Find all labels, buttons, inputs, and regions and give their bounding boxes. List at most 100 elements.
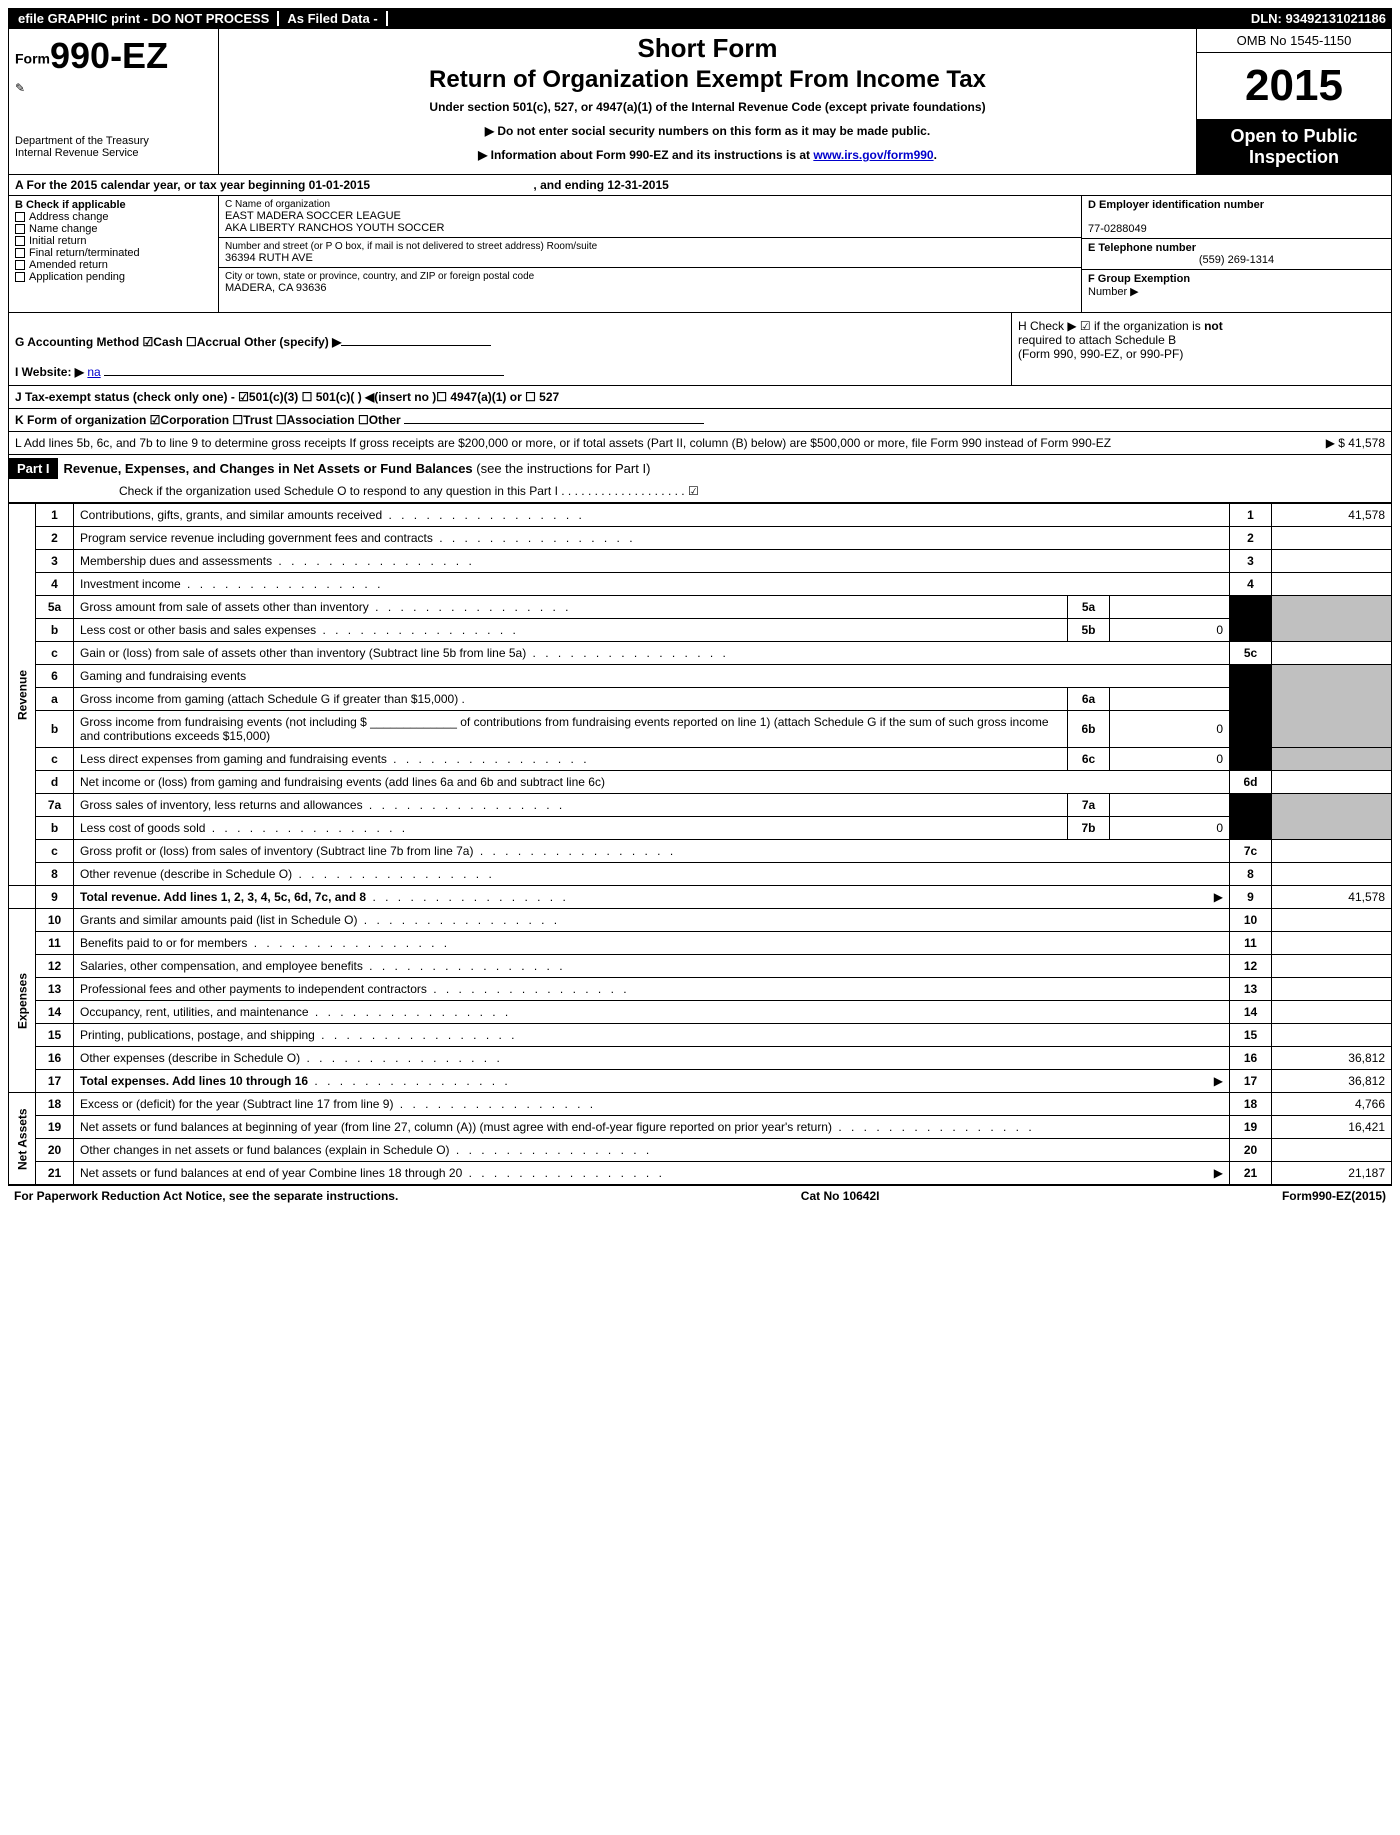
l5b-t: Less cost or other basis and sales expen… <box>74 619 1068 642</box>
l12-amt <box>1272 955 1392 978</box>
tax-year: 2015 <box>1197 53 1391 120</box>
top-bar: efile GRAPHIC print - DO NOT PROCESS As … <box>8 8 1392 29</box>
l5b-n: b <box>36 619 74 642</box>
line-l-amt: ▶ $ 41,578 <box>1326 436 1385 450</box>
part1-title2: (see the instructions for Part I) <box>476 461 650 476</box>
l6b-t: Gross income from fundraising events (no… <box>74 711 1068 748</box>
l1-amt: 41,578 <box>1272 504 1392 527</box>
l21-box: 21 <box>1230 1162 1272 1185</box>
footer: For Paperwork Reduction Act Notice, see … <box>8 1185 1392 1206</box>
l5a-box: 5a <box>1068 596 1110 619</box>
l19-box: 19 <box>1230 1116 1272 1139</box>
l6d-amt <box>1272 771 1392 794</box>
l18-amt: 4,766 <box>1272 1093 1392 1116</box>
l5a-t: Gross amount from sale of assets other t… <box>74 596 1068 619</box>
l6b-n: b <box>36 711 74 748</box>
l3-box: 3 <box>1230 550 1272 573</box>
form-prefix: Form <box>15 50 50 66</box>
part1-table: Revenue 1 Contributions, gifts, grants, … <box>8 503 1392 1185</box>
l16-t: Other expenses (describe in Schedule O) <box>74 1047 1230 1070</box>
l14-n: 14 <box>36 1001 74 1024</box>
line-j-text: J Tax-exempt status (check only one) - ☑… <box>15 390 559 404</box>
d-label: D Employer identification number <box>1088 199 1264 211</box>
l12-t: Salaries, other compensation, and employ… <box>74 955 1230 978</box>
l15-n: 15 <box>36 1024 74 1047</box>
efile-label: efile GRAPHIC print - DO NOT PROCESS <box>14 11 279 26</box>
irs-link[interactable]: www.irs.gov/form990 <box>813 148 933 162</box>
website-link[interactable]: na <box>87 365 100 379</box>
l6c-amt: 0 <box>1110 748 1230 771</box>
dept-treasury: Department of the Treasury <box>15 135 212 147</box>
l2-t: Program service revenue including govern… <box>74 527 1230 550</box>
l1-box: 1 <box>1230 504 1272 527</box>
e-label: E Telephone number <box>1088 242 1196 254</box>
l6-t: Gaming and fundraising events <box>74 665 1230 688</box>
line-h2: required to attach Schedule B <box>1018 333 1176 347</box>
arrow-line-1: ▶ Do not enter social security numbers o… <box>229 124 1186 138</box>
c-street-v: 36394 RUTH AVE <box>225 252 1075 264</box>
netassets-vlabel: Net Assets <box>9 1093 36 1185</box>
l15-t: Printing, publications, postage, and shi… <box>74 1024 1230 1047</box>
inspection-1: Open to Public <box>1201 126 1387 147</box>
l18-n: 18 <box>36 1093 74 1116</box>
l1-t: Contributions, gifts, grants, and simila… <box>74 504 1230 527</box>
line-l: L Add lines 5b, 6c, and 7b to line 9 to … <box>8 432 1392 455</box>
chk-initial[interactable] <box>15 236 25 246</box>
line-i-pre: I Website: ▶ <box>15 365 87 379</box>
l6-n: 6 <box>36 665 74 688</box>
l7a-t: Gross sales of inventory, less returns a… <box>74 794 1068 817</box>
l11-t: Benefits paid to or for members <box>74 932 1230 955</box>
row-a-end: 12-31-2015 <box>607 178 668 192</box>
chk-amended-label: Amended return <box>29 259 108 271</box>
row-a-pre: A For the 2015 calendar year, or tax yea… <box>15 178 309 192</box>
l5b-amt: 0 <box>1110 619 1230 642</box>
l7c-box: 7c <box>1230 840 1272 863</box>
l5c-box: 5c <box>1230 642 1272 665</box>
line-h3: (Form 990, 990-EZ, or 990-PF) <box>1018 347 1183 361</box>
l20-n: 20 <box>36 1139 74 1162</box>
l11-n: 11 <box>36 932 74 955</box>
l5a-n: 5a <box>36 596 74 619</box>
l13-amt <box>1272 978 1392 1001</box>
l6c-box: 6c <box>1068 748 1110 771</box>
footer-mid: Cat No 10642I <box>801 1189 880 1203</box>
arrow2-pre: ▶ Information about Form 990-EZ and its … <box>478 148 813 162</box>
l9-n: 9 <box>36 886 74 909</box>
l19-t: Net assets or fund balances at beginning… <box>74 1116 1230 1139</box>
l13-t: Professional fees and other payments to … <box>74 978 1230 1001</box>
line-l-text: L Add lines 5b, 6c, and 7b to line 9 to … <box>15 436 1326 450</box>
omb-number: OMB No 1545-1150 <box>1197 29 1391 53</box>
l4-n: 4 <box>36 573 74 596</box>
l9-amt: 41,578 <box>1272 886 1392 909</box>
form-number: 990-EZ <box>50 35 168 76</box>
l6a-n: a <box>36 688 74 711</box>
l2-box: 2 <box>1230 527 1272 550</box>
footer-right: Form990-EZ(2015) <box>1282 1189 1386 1203</box>
l4-amt <box>1272 573 1392 596</box>
chk-address[interactable] <box>15 212 25 222</box>
l21-n: 21 <box>36 1162 74 1185</box>
l5b-box: 5b <box>1068 619 1110 642</box>
chk-final[interactable] <box>15 248 25 258</box>
chk-amended[interactable] <box>15 260 25 270</box>
section-bcde: B Check if applicable Address change Nam… <box>8 196 1392 313</box>
asfiled-label: As Filed Data - <box>283 11 387 26</box>
section-gh: G Accounting Method ☑Cash ☐Accrual Other… <box>8 313 1392 386</box>
l8-t: Other revenue (describe in Schedule O) <box>74 863 1230 886</box>
l21-amt: 21,187 <box>1272 1162 1392 1185</box>
line-h1b: not <box>1204 319 1223 333</box>
c-name-v1: EAST MADERA SOCCER LEAGUE <box>225 210 1075 222</box>
l11-box: 11 <box>1230 932 1272 955</box>
l6b-amt: 0 <box>1110 711 1230 748</box>
l15-amt <box>1272 1024 1392 1047</box>
l13-box: 13 <box>1230 978 1272 1001</box>
part1-header-row: Part I Revenue, Expenses, and Changes in… <box>8 455 1392 503</box>
l2-n: 2 <box>36 527 74 550</box>
f-label: F Group Exemption <box>1088 273 1190 285</box>
chk-pending-label: Application pending <box>29 271 125 283</box>
l17-t: Total expenses. Add lines 10 through 16 … <box>74 1070 1230 1093</box>
l7a-box: 7a <box>1068 794 1110 817</box>
chk-pending[interactable] <box>15 272 25 282</box>
chk-name[interactable] <box>15 224 25 234</box>
l11-amt <box>1272 932 1392 955</box>
